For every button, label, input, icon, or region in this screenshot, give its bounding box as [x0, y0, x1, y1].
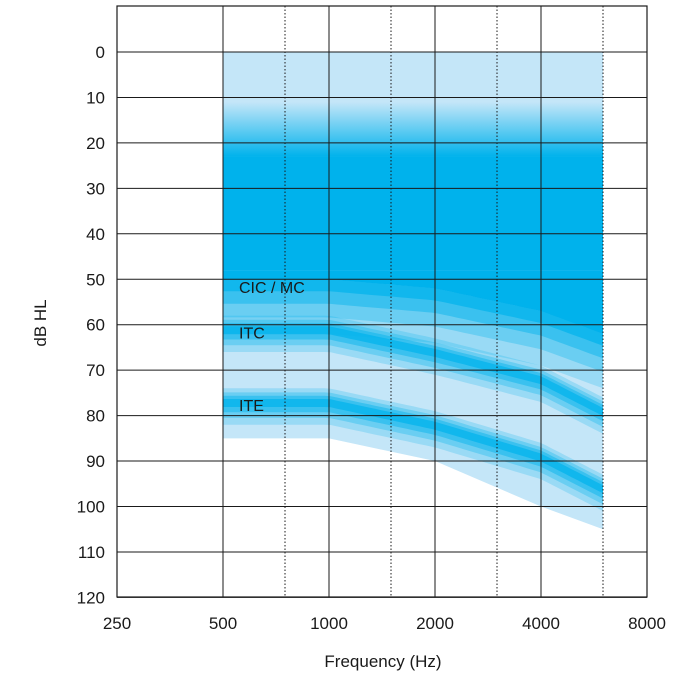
plot-frame — [116, 5, 648, 598]
x-axis-title: Frequency (Hz) — [324, 652, 441, 671]
y-tick-label-70: 70 — [86, 361, 105, 380]
y-tick-label-50: 50 — [86, 270, 105, 289]
y-tick-label-0: 0 — [96, 43, 105, 62]
cic-solid-core — [223, 156, 604, 271]
labels-layer: 0 10 20 30 40 50 60 70 80 90 100 110 120 250 500 1000 20… — [77, 43, 666, 633]
series-label-2: ITE — [239, 398, 264, 415]
y-tick-label-80: 80 — [86, 407, 105, 426]
y-tick-label-40: 40 — [86, 225, 105, 244]
x-tick-label-8000: 8000 — [628, 614, 666, 633]
y-tick-label-100: 100 — [77, 498, 105, 517]
cic-body — [223, 270, 604, 334]
cic-mc-band-layer-2 — [223, 279, 603, 359]
x-tick-label-500: 500 — [209, 614, 237, 633]
grid-layer — [116, 5, 648, 598]
x-tick-label-2000: 2000 — [416, 614, 454, 633]
cic-mc-band-layer-1 — [223, 278, 603, 372]
cic-top-fade — [223, 101, 604, 157]
itc-band-layer-0 — [223, 315, 603, 434]
ite-band-layer-0 — [223, 388, 603, 511]
series-label-1: ITC — [239, 325, 265, 342]
cic-mc-band-layer-3 — [223, 279, 603, 346]
y-tick-label-10: 10 — [86, 88, 105, 107]
y-tick-label-30: 30 — [86, 179, 105, 198]
y-tick-label-120: 120 — [77, 588, 105, 607]
x-tick-label-1000: 1000 — [310, 614, 348, 633]
y-tick-label-110: 110 — [78, 543, 105, 562]
bands-layer — [223, 52, 604, 530]
y-tick-label-60: 60 — [86, 316, 105, 335]
x-tick-label-250: 250 — [103, 614, 131, 633]
ite-band-layer-3 — [223, 399, 603, 494]
band-group — [223, 101, 604, 511]
y-tick-label-90: 90 — [86, 452, 105, 471]
y-axis-title: dB HL — [31, 299, 50, 346]
y-tick-label-20: 20 — [86, 134, 105, 153]
x-tick-label-4000: 4000 — [522, 614, 560, 633]
series-label-0: CIC / MC — [239, 280, 305, 297]
